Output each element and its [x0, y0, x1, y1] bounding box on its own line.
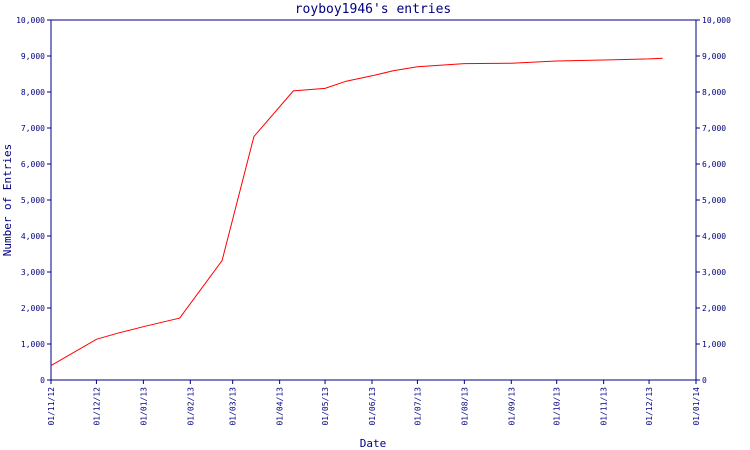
y-tick-label-right: 0	[702, 376, 707, 385]
y-tick-label: 0	[40, 376, 45, 385]
y-tick-label-right: 4,000	[702, 232, 726, 241]
x-tick-label: 01/10/13	[553, 387, 562, 426]
y-axis-left: 0 1,000 2,000 3,000 4,000 5,000 6,000 7,000 8,00…	[16, 16, 51, 385]
y-tick-label: 4,000	[21, 232, 45, 241]
x-tick-label: 01/09/13	[507, 387, 516, 426]
y-tick-label: 2,000	[21, 304, 45, 313]
y-tick-label-right: 6,000	[702, 160, 726, 169]
series-group	[50, 57, 663, 367]
x-tick-label: 01/01/14	[692, 387, 701, 426]
y-tick-label: 5,000	[21, 196, 45, 205]
y-tick-label: 9,000	[21, 52, 45, 61]
x-tick-label: 01/04/13	[276, 387, 285, 426]
x-tick-label: 01/11/13	[600, 387, 609, 426]
y-axis-right: 0 1,000 2,000 3,000 4,000 5,000 6,000 7,000 8,00…	[696, 16, 731, 385]
x-tick-label: 01/02/13	[186, 387, 195, 426]
y-tick-label-right: 3,000	[702, 268, 726, 277]
y-tick-label-right: 10,000	[702, 16, 731, 25]
x-tick-label: 01/11/12	[47, 387, 56, 426]
y-tick-label: 7,000	[21, 124, 45, 133]
series-line	[50, 57, 663, 367]
x-tick-label: 01/03/13	[229, 387, 238, 426]
chart-title: royboy1946's entries	[295, 2, 452, 17]
y-tick-label-right: 5,000	[702, 196, 726, 205]
y-tick-label: 10,000	[16, 16, 45, 25]
y-tick-label: 8,000	[21, 88, 45, 97]
y-axis-label: Number of Entries	[1, 144, 14, 257]
y-tick-label: 6,000	[21, 160, 45, 169]
x-tick-label: 01/07/13	[413, 387, 422, 426]
y-tick-label: 3,000	[21, 268, 45, 277]
x-tick-label: 01/08/13	[460, 387, 469, 426]
y-tick-label-right: 1,000	[702, 340, 726, 349]
x-tick-label: 01/01/13	[139, 387, 148, 426]
x-tick-label: 01/12/12	[92, 387, 101, 426]
y-tick-label-right: 2,000	[702, 304, 726, 313]
y-tick-label-right: 8,000	[702, 88, 726, 97]
y-tick-label-right: 7,000	[702, 124, 726, 133]
x-axis-label: Date	[360, 437, 387, 450]
y-tick-label: 1,000	[21, 340, 45, 349]
x-tick-label: 01/05/13	[321, 387, 330, 426]
x-axis: 01/11/12 01/12/12 01/01/13 01/02/13 01/03/13…	[47, 380, 701, 426]
x-tick-label: 01/06/13	[368, 387, 377, 426]
x-tick-label: 01/12/13	[645, 387, 654, 426]
y-tick-label-right: 9,000	[702, 52, 726, 61]
